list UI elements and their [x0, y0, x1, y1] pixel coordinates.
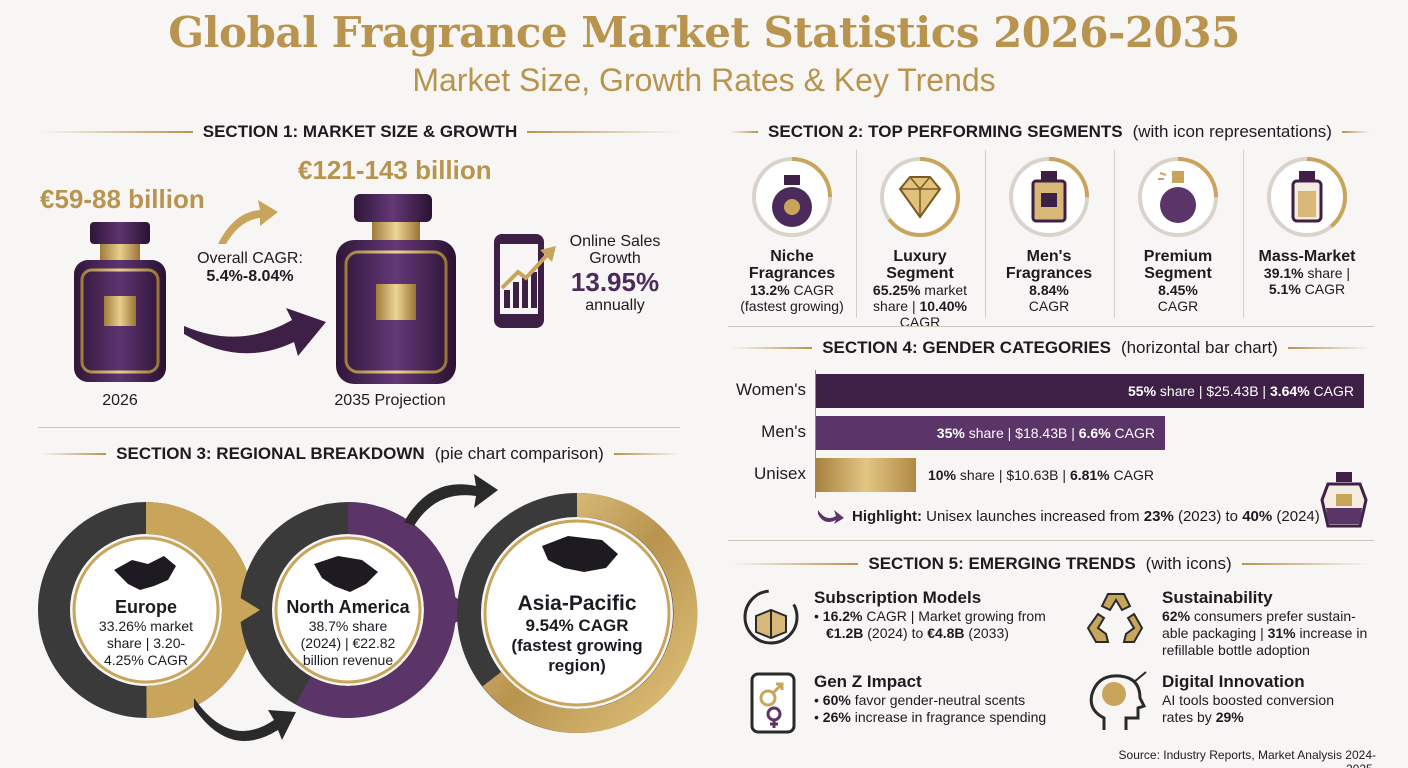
online-sales-growth: Online Sales Growth 13.95% annually	[569, 233, 661, 314]
bar-data-label: 10% share | $10.63B | 6.81% CAGR	[928, 467, 1154, 483]
highlight-arrow-icon	[818, 510, 844, 524]
segment-name: Mass-Market	[1258, 248, 1356, 265]
segment-name: Niche Fragrances	[748, 248, 836, 282]
trend-sustainability: Sustainability 62% consumers prefer sust…	[1162, 588, 1368, 658]
curved-arrow-icon	[194, 698, 296, 741]
trend-digital: Digital Innovation AI tools boosted conv…	[1162, 672, 1334, 725]
segment-card: Mass-Market 39.1% share | 5.1% CAGR	[1243, 155, 1371, 297]
atomizer-icon	[1138, 157, 1218, 237]
niche-perfume-icon	[752, 157, 832, 237]
asia-map-icon	[542, 536, 618, 572]
source-footer: Source: Industry Reports, Market Analysi…	[1118, 748, 1376, 768]
segment-name: Premium Segment	[1143, 248, 1213, 282]
overall-cagr: Overall CAGR: 5.4%-8.04%	[197, 250, 303, 285]
bar-category-label: Unisex	[754, 464, 806, 483]
section3-heading: SECTION 3: REGIONAL BREAKDOWN (pie chart …	[40, 444, 681, 464]
north-america-region-info: North America 38.7% share (2024) | €22.8…	[286, 597, 410, 668]
perfume-bottle-2035-icon	[336, 194, 456, 384]
north-america-map-icon	[314, 556, 378, 592]
bar-data-label: 55% share | $25.43B | 3.64% CAGR	[1128, 383, 1354, 399]
gender-bar: 55% share | $25.43B | 3.64% CAGR	[816, 374, 1364, 408]
label-2026: 2026	[102, 392, 138, 409]
segment-separator	[1243, 150, 1244, 318]
segment-separator	[856, 150, 857, 318]
bar-category-label: Men's	[761, 422, 806, 441]
segment-card: Luxury Segment 65.25% market share | 10.40%…	[856, 155, 984, 330]
gender-bar	[816, 458, 916, 492]
phone-chart-icon	[494, 234, 556, 328]
section-divider	[728, 326, 1374, 327]
recycle-icon	[1086, 593, 1144, 643]
section-divider	[38, 427, 680, 428]
trend-subscription: Subscription Models • 16.2% CAGR | Marke…	[814, 588, 1046, 641]
bar-data-label: 35% share | $18.43B | 6.6% CAGR	[936, 425, 1155, 441]
bar-category-label: Women's	[735, 380, 806, 399]
mass-bottle-icon	[1267, 157, 1347, 237]
segment-desc: 65.25% market share | 10.40% CAGR	[872, 282, 968, 330]
segment-card: Men's Fragrances 8.84% CAGR	[985, 155, 1113, 314]
segment-desc: 13.2% CAGR (fastest growing)	[740, 282, 844, 314]
segment-card: Niche Fragrances 13.2% CAGR (fastest growin…	[728, 155, 856, 314]
segment-name: Men's Fragrances	[1005, 248, 1093, 282]
diamond-icon	[880, 157, 960, 237]
segment-name: Luxury Segment	[886, 248, 954, 282]
trend-genz: Gen Z Impact • 60% favor gender-neutral …	[814, 672, 1047, 725]
section5-heading: SECTION 5: EMERGING TRENDS (with icons)	[730, 554, 1370, 574]
segment-separator	[1114, 150, 1115, 318]
europe-map-icon	[114, 556, 176, 590]
section-divider	[728, 540, 1374, 541]
subscription-box-icon	[743, 589, 799, 645]
growth-arrow-icon	[184, 308, 326, 356]
ai-brain-icon	[1089, 671, 1147, 730]
page-subtitle: Market Size, Growth Rates & Key Trends	[412, 62, 996, 98]
unisex-bottle-icon	[1320, 472, 1368, 528]
page-title: Global Fragrance Market Statistics 2026-…	[168, 8, 1240, 57]
segment-desc: 39.1% share | 5.1% CAGR	[1263, 265, 1351, 297]
market-size-2035: €121-143 billion	[298, 155, 492, 185]
bar-axis	[815, 370, 816, 498]
segment-desc: 8.45% CAGR	[1157, 282, 1199, 314]
up-arrow-icon	[218, 200, 278, 244]
chevron-right-icon	[234, 594, 260, 626]
curved-arrow-icon	[404, 474, 498, 526]
mens-bottle-icon	[1009, 157, 1089, 237]
section1-heading: SECTION 1: MARKET SIZE & GROWTH	[40, 122, 680, 142]
market-size-2026: €59-88 billion	[40, 184, 205, 214]
section2-heading: SECTION 2: TOP PERFORMING SEGMENTS (with …	[730, 122, 1370, 142]
europe-region-info: Europe 33.26% market share | 3.20- 4.25%…	[98, 597, 194, 668]
gender-highlight: Highlight: Unisex launches increased fro…	[852, 508, 1320, 525]
section4-heading: SECTION 4: GENDER CATEGORIES (horizontal …	[730, 338, 1370, 358]
asia-pacific-pie-chart	[457, 492, 698, 733]
gender-bar: 35% share | $18.43B | 6.6% CAGR	[816, 416, 1165, 450]
label-2035: 2035 Projection	[334, 392, 446, 409]
perfume-bottle-2026-icon	[74, 222, 166, 382]
gender-phone-icon	[750, 672, 796, 734]
segment-desc: 8.84% CAGR	[1028, 282, 1070, 314]
segment-separator	[985, 150, 986, 318]
asia-pacific-region-info: Asia-Pacific 9.54% CAGR (fastest growing…	[511, 592, 643, 675]
segment-card: Premium Segment 8.45% CAGR	[1114, 155, 1242, 314]
